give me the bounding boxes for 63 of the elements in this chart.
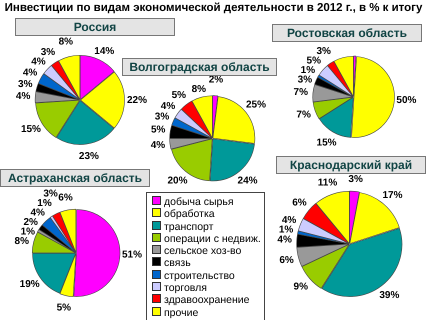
data-label: 6% bbox=[279, 254, 294, 266]
legend-label: торговля bbox=[163, 282, 208, 294]
data-label: 51% bbox=[122, 250, 142, 261]
data-label: 2% bbox=[23, 217, 38, 228]
legend-label: прочие bbox=[163, 306, 200, 319]
data-label: 25% bbox=[246, 100, 266, 111]
data-label: 4% bbox=[150, 140, 166, 152]
data-label: 4% bbox=[160, 100, 176, 112]
data-label: 1% bbox=[300, 64, 316, 76]
data-label: 39% bbox=[379, 290, 400, 302]
data-label: 8% bbox=[58, 36, 74, 48]
chart-subtitle: Краснодарский край bbox=[276, 156, 426, 174]
chart-subtitle: Астраханская область bbox=[0, 169, 150, 187]
data-label: 9% bbox=[294, 282, 308, 293]
legend-label: здравоохранение bbox=[163, 294, 250, 307]
data-label: 3% bbox=[40, 46, 56, 58]
data-label: 4% bbox=[22, 67, 38, 78]
data-label: 5% bbox=[306, 55, 322, 66]
data-label: 5% bbox=[150, 124, 166, 136]
data-label: 5% bbox=[56, 302, 72, 314]
legend-label: связь bbox=[163, 257, 192, 270]
data-label: 11% bbox=[318, 178, 338, 189]
data-label: 6% bbox=[292, 197, 307, 208]
data-label: 3% bbox=[154, 111, 170, 122]
legend-label: обработка bbox=[163, 208, 216, 221]
legend-label: строительство bbox=[163, 270, 236, 282]
legend-label: транспорт bbox=[163, 220, 214, 233]
chart-subtitle: Волгоградская область bbox=[122, 58, 277, 76]
legend-label: операции с недвиж. bbox=[163, 232, 262, 246]
data-label: 7% bbox=[296, 110, 311, 121]
data-label: 22% bbox=[126, 94, 148, 106]
legend-label: сельское хоз-во bbox=[163, 245, 242, 258]
data-label: 3% bbox=[316, 46, 332, 57]
legend-label: добыча сырья bbox=[163, 196, 235, 208]
data-label: 14% bbox=[94, 46, 114, 58]
data-label: 3% bbox=[18, 78, 33, 90]
data-label: 23% bbox=[78, 151, 100, 162]
data-label: 8% bbox=[14, 236, 30, 248]
chart-subtitle: Ростовская область bbox=[272, 24, 422, 42]
chart-subtitle: Россия bbox=[15, 18, 175, 36]
data-label: 4% bbox=[16, 91, 30, 102]
data-label: 24% bbox=[238, 176, 258, 187]
data-label: 4% bbox=[31, 56, 46, 68]
data-label: 3% bbox=[348, 174, 363, 186]
data-label: 4% bbox=[277, 234, 292, 246]
data-label: 15% bbox=[20, 124, 42, 135]
data-label: 15% bbox=[316, 137, 337, 148]
data-label: 4% bbox=[30, 208, 45, 219]
data-label: 1% bbox=[37, 198, 52, 210]
data-label: 5% bbox=[172, 90, 186, 101]
chart-title: Инвестиции по видам экономической деятельности в 2012 г., в % к итогу bbox=[4, 2, 424, 14]
data-label: 4% bbox=[282, 214, 296, 226]
data-label: 8% bbox=[192, 84, 206, 95]
data-label: 17% bbox=[382, 190, 403, 201]
data-label: 20% bbox=[167, 176, 188, 187]
data-label: 19% bbox=[20, 279, 40, 290]
data-label: 3% bbox=[43, 188, 58, 200]
data-label: 1% bbox=[278, 224, 294, 236]
data-label: 50% bbox=[396, 95, 417, 106]
data-label: 7% bbox=[294, 86, 308, 98]
data-label: 3% bbox=[298, 74, 312, 86]
data-label: 6% bbox=[58, 192, 73, 204]
data-label: 1% bbox=[20, 226, 36, 238]
